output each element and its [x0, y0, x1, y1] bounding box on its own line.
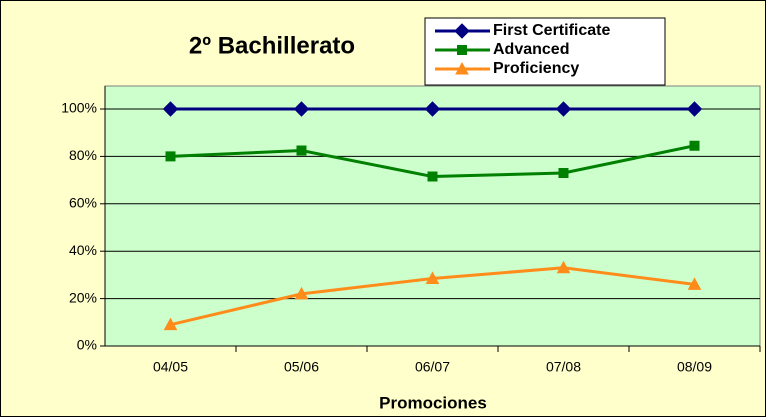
marker — [294, 286, 309, 300]
marker — [165, 151, 176, 162]
marker — [296, 145, 307, 156]
y-tick-label: 0% — [77, 337, 97, 353]
x-axis-title: Promociones — [379, 393, 487, 412]
legend-label: First Certificate — [493, 22, 610, 39]
marker — [455, 61, 469, 75]
plot-area — [104, 85, 761, 347]
chart-title: 2º Bachillerato — [189, 32, 355, 59]
marker — [457, 45, 467, 55]
marker — [689, 140, 700, 151]
marker — [163, 317, 178, 331]
marker — [427, 171, 438, 182]
x-tick-label: 08/09 — [677, 359, 712, 375]
marker — [687, 277, 702, 290]
marker — [454, 23, 470, 39]
marker — [555, 101, 572, 117]
marker — [425, 271, 440, 284]
x-tick-label: 06/07 — [415, 359, 450, 375]
marker — [162, 101, 179, 117]
marker — [686, 101, 703, 117]
x-tick-label: 07/08 — [546, 359, 581, 375]
y-tick-label: 40% — [69, 242, 97, 258]
marker — [293, 101, 310, 117]
y-tick-label: 80% — [69, 147, 97, 163]
marker — [424, 101, 441, 117]
y-tick-label: 60% — [69, 195, 97, 211]
y-tick-label: 100% — [61, 100, 97, 116]
marker — [556, 260, 571, 274]
marker — [558, 167, 569, 178]
legend-label: Proficiency — [493, 60, 579, 77]
legend-label: Advanced — [493, 41, 569, 58]
y-tick-label: 20% — [69, 289, 97, 305]
x-tick-label: 05/06 — [284, 359, 319, 375]
x-tick-label: 04/05 — [153, 359, 188, 375]
